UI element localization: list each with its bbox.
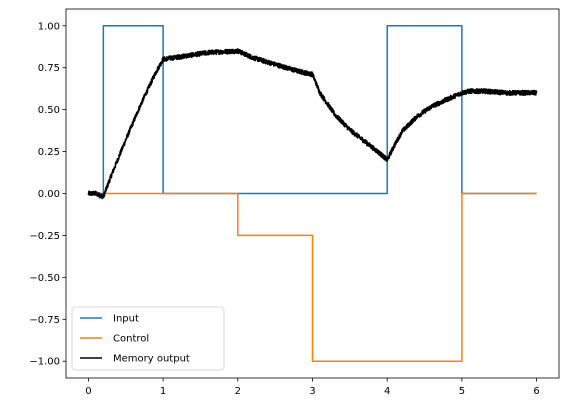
y-tick-label: −0.50: [29, 273, 60, 284]
y-tick-label: 0.00: [38, 189, 60, 200]
y-tick-label: −0.75: [29, 315, 60, 326]
x-tick-label: 3: [309, 386, 315, 397]
series-line-1: [103, 192, 537, 362]
y-tick-label: 0.75: [38, 63, 60, 74]
x-tick-label: 2: [235, 386, 241, 397]
y-tick-label: −1.00: [29, 357, 60, 368]
x-tick-label: 1: [160, 386, 166, 397]
legend-label: Input: [113, 314, 139, 325]
legend-label: Control: [113, 334, 149, 345]
series-line-2: [87, 48, 538, 200]
x-tick-label: 5: [459, 386, 465, 397]
legend-label: Memory output: [113, 354, 190, 365]
x-tick-label: 4: [384, 386, 390, 397]
plot-lines: [87, 25, 538, 362]
y-tick-label: 1.00: [38, 21, 60, 32]
y-tick-label: 0.50: [38, 105, 60, 116]
y-tick-label: −0.25: [29, 231, 60, 242]
legend-box: [71, 306, 225, 371]
x-axis: 0 1 2 3 4 5 6: [85, 378, 540, 397]
x-tick-label: 0: [85, 386, 91, 397]
x-tick-label: 6: [533, 386, 539, 397]
legend: Input Control Memory output: [71, 306, 225, 371]
series-line-0: [88, 25, 537, 195]
y-axis: 1.00 0.75 0.50 0.25 0.00 −0.25 −0.50 −0.75 −1.00: [29, 21, 66, 368]
y-tick-label: 0.25: [38, 147, 60, 158]
